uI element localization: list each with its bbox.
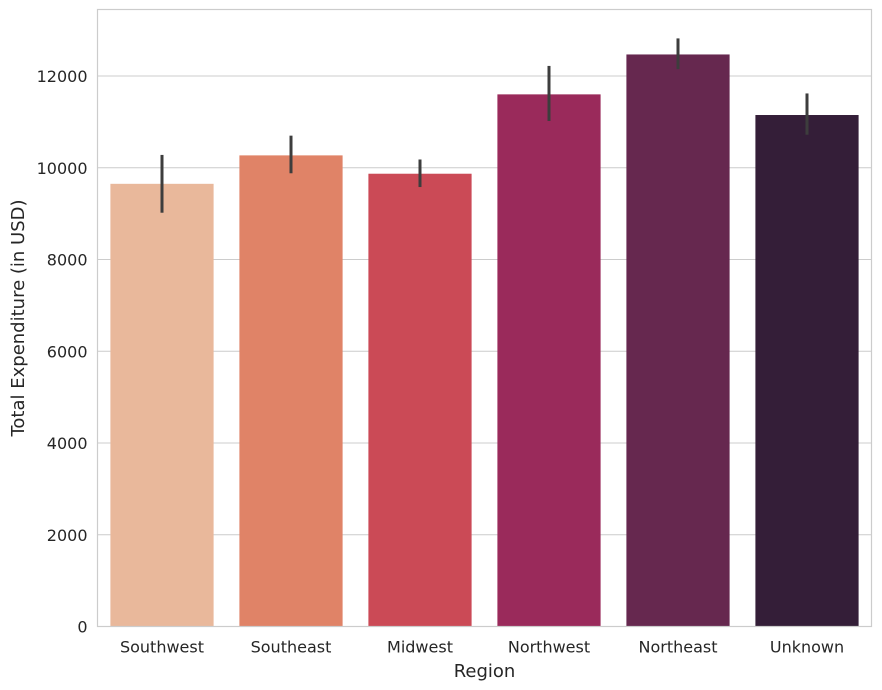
y-tick-label: 10000 (37, 159, 88, 178)
x-axis-title: Region (454, 661, 516, 682)
x-tick-label: Southwest (120, 638, 204, 657)
error-bars (160, 38, 809, 213)
x-tick-label: Midwest (387, 638, 453, 657)
y-tick-label: 2000 (47, 526, 88, 545)
y-tick-label: 12000 (37, 67, 88, 86)
y-tick-label: 4000 (47, 434, 88, 453)
bar-unknown (755, 115, 859, 627)
plot-frame (96, 8, 873, 628)
x-tick-label: Northeast (638, 638, 717, 657)
bars (110, 54, 859, 627)
bar-southeast (239, 155, 343, 627)
x-tick-label: Northwest (508, 638, 590, 657)
y-tick-labels: 0 2000 4000 6000 8000 10000 12000 (37, 67, 88, 636)
grid (97, 75, 872, 627)
y-axis-title: Total Expenditure (in USD) (8, 199, 29, 437)
bar-southwest (110, 183, 214, 627)
y-tick-label: 6000 (47, 342, 88, 361)
x-tick-labels: Southwest Southeast Midwest Northwest Northe… (120, 638, 844, 657)
bar-northwest (497, 94, 601, 627)
x-tick-label: Unknown (770, 638, 844, 657)
y-tick-label: 0 (77, 618, 87, 637)
bar-midwest (368, 173, 472, 627)
x-tick-label: Southeast (251, 638, 332, 657)
y-tick-label: 8000 (47, 251, 88, 270)
bar-northeast (626, 54, 730, 627)
